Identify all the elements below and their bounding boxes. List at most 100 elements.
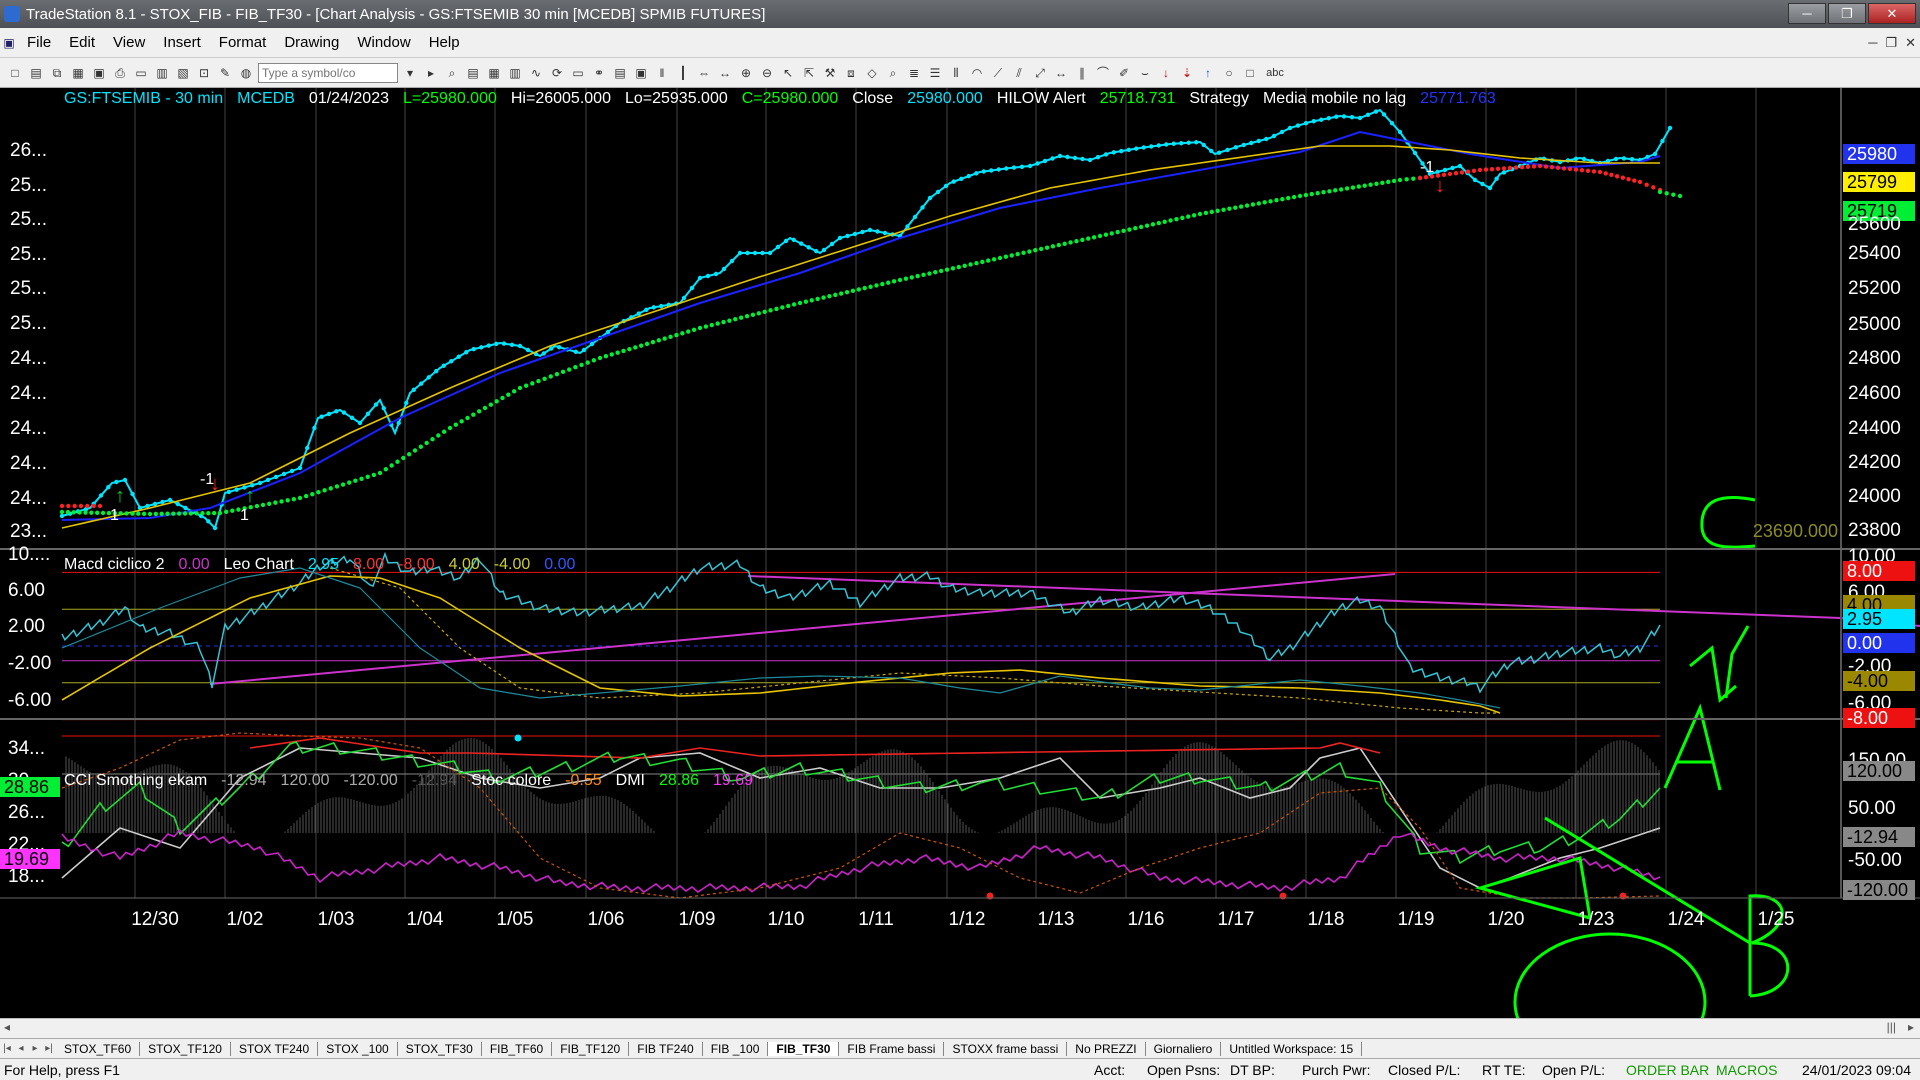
- menu-format[interactable]: Format: [218, 34, 267, 51]
- tab-last-icon[interactable]: ▸|: [45, 1043, 53, 1054]
- mdi-close-icon[interactable]: ✕: [1905, 34, 1916, 50]
- data-pointer-icon[interactable]: ⇱: [803, 65, 815, 80]
- minimize-button[interactable]: ─: [1788, 3, 1826, 24]
- scroll-right-icon[interactable]: ▸: [1907, 1020, 1914, 1034]
- lock-icon[interactable]: ⊡: [198, 65, 210, 80]
- workspace-tab[interactable]: STOX_TF60: [56, 1041, 141, 1056]
- trendline-icon[interactable]: ⟋: [993, 65, 1003, 80]
- arc-icon[interactable]: ◠: [971, 65, 983, 80]
- zoom-in-icon[interactable]: ⊕: [740, 65, 752, 80]
- zoom-out-icon[interactable]: ⊖: [761, 65, 773, 80]
- menu-edit[interactable]: Edit: [69, 34, 96, 51]
- ray-icon[interactable]: ⤢: [1035, 65, 1045, 80]
- horizontal-line-icon[interactable]: ↔: [1055, 65, 1067, 80]
- shapes-icon[interactable]: ◇: [867, 65, 877, 80]
- channel-icon[interactable]: ⫽: [1016, 65, 1022, 80]
- rectangle-icon[interactable]: □: [1246, 65, 1254, 80]
- menu-help[interactable]: Help: [428, 34, 460, 51]
- refresh-icon[interactable]: ⟳: [551, 65, 563, 80]
- macros-button[interactable]: MACROS: [1716, 1061, 1778, 1078]
- dropdown-arrow-icon[interactable]: ▾: [406, 65, 414, 80]
- up-arrow-icon[interactable]: ↑: [1205, 65, 1211, 80]
- workspace-tab[interactable]: Untitled Workspace: 15: [1221, 1041, 1363, 1056]
- menu-window[interactable]: Window: [357, 34, 411, 51]
- workspace-tab[interactable]: STOX_TF120: [140, 1041, 231, 1056]
- find-icon[interactable]: ⌕: [448, 65, 456, 80]
- order-bar-button[interactable]: ORDER BAR: [1626, 1061, 1710, 1078]
- close-button[interactable]: ✕: [1868, 3, 1916, 24]
- workspace-tab[interactable]: FIB_TF120: [552, 1041, 630, 1056]
- chart-area[interactable]: 12/30 1/02 1/03 1/04 1/05 1/06 1/09 1/10 1/11 1/1…: [0, 88, 1920, 1018]
- workspace-tab[interactable]: STOXX frame bassi: [944, 1041, 1068, 1056]
- workspace-tab[interactable]: FIB Frame bassi: [839, 1041, 945, 1056]
- pen-icon[interactable]: ✐: [1118, 65, 1130, 80]
- print-icon[interactable]: ⎙: [115, 65, 125, 80]
- menu-file[interactable]: File: [27, 34, 52, 51]
- magnifier-icon[interactable]: ⌕: [889, 65, 897, 80]
- fib-lines-icon[interactable]: ≣: [908, 65, 920, 80]
- paste-icon[interactable]: ▦: [72, 65, 84, 80]
- menu-view[interactable]: View: [113, 34, 146, 51]
- menu-drawing[interactable]: Drawing: [284, 34, 340, 51]
- price-dot: [1065, 154, 1070, 160]
- workspace-tab[interactable]: FIB_TF60: [482, 1041, 553, 1056]
- mdi-restore-icon[interactable]: ❐: [1885, 34, 1898, 50]
- link-icon[interactable]: ⚭: [593, 65, 605, 80]
- scroll-left-icon[interactable]: ◂: [4, 1020, 11, 1034]
- go-arrow-icon[interactable]: ▸: [427, 65, 435, 80]
- workspace-tab[interactable]: FIB_TF30: [768, 1041, 840, 1056]
- tab-prev-icon[interactable]: ◂: [18, 1043, 24, 1054]
- workspace-tab[interactable]: STOX TF240: [231, 1041, 319, 1056]
- print-preview-icon[interactable]: ▭: [135, 65, 147, 80]
- window-tile-icon[interactable]: ⧈: [847, 65, 855, 80]
- fan-icon[interactable]: ⌒: [1096, 65, 1109, 80]
- price-dot: [912, 214, 918, 220]
- wave-icon[interactable]: ∿: [530, 65, 542, 80]
- workspace-tab[interactable]: STOX_TF30: [398, 1041, 482, 1056]
- book-icon[interactable]: ▤: [614, 65, 626, 80]
- open-icon[interactable]: ▤: [30, 65, 42, 80]
- pointer-icon[interactable]: ↖: [782, 65, 794, 80]
- hammer-icon[interactable]: ⚒: [824, 65, 836, 80]
- globe-icon[interactable]: ◍: [240, 65, 252, 80]
- copy-icon[interactable]: ⧉: [52, 65, 62, 80]
- maximize-button[interactable]: ❐: [1828, 3, 1866, 24]
- green-dot: [106, 510, 112, 516]
- scroll-thumb-icon[interactable]: |||: [1886, 1020, 1896, 1034]
- indicator-icon[interactable]: ▣: [635, 65, 647, 80]
- chart-doc-icon[interactable]: ▣: [3, 35, 15, 50]
- parallel-lines-icon[interactable]: ∥: [1079, 65, 1085, 80]
- vlines-icon[interactable]: ⦀: [953, 65, 959, 80]
- new-icon[interactable]: □: [11, 65, 19, 80]
- mdi-minimize-icon[interactable]: ─: [1868, 34, 1878, 50]
- chart-icon[interactable]: ▥: [156, 65, 168, 80]
- grid-icon[interactable]: ▦: [488, 65, 500, 80]
- quote-icon[interactable]: ▧: [177, 65, 189, 80]
- horizontal-scrollbar[interactable]: ◂ ||| ▸: [0, 1018, 1920, 1038]
- chart-canvas[interactable]: 12/30 1/02 1/03 1/04 1/05 1/06 1/09 1/10 1/11 1/1…: [0, 88, 1920, 1018]
- table-icon[interactable]: ▥: [509, 65, 521, 80]
- sell-arrow-icon[interactable]: ↓: [1163, 65, 1169, 80]
- curve-icon[interactable]: ⌣: [1141, 65, 1149, 80]
- save-icon[interactable]: ▣: [93, 65, 105, 80]
- down-arrow-icon[interactable]: ⇣: [1181, 65, 1193, 80]
- workspace-tab[interactable]: No PREZZI: [1067, 1041, 1146, 1056]
- menu-insert[interactable]: Insert: [163, 34, 201, 51]
- bar-chart-icon[interactable]: ▤: [467, 65, 479, 80]
- tab-first-icon[interactable]: |◂: [3, 1043, 11, 1054]
- workspace-tab[interactable]: FIB _100: [703, 1041, 769, 1056]
- workspace-tab[interactable]: Giornaliero: [1146, 1041, 1222, 1056]
- hlines-icon[interactable]: ☰: [929, 65, 941, 80]
- tab-next-icon[interactable]: ▸: [32, 1043, 38, 1054]
- workspace-tab[interactable]: STOX _100: [318, 1041, 398, 1056]
- ellipse-icon[interactable]: ○: [1225, 65, 1233, 80]
- compress-icon[interactable]: ⇔: [698, 65, 710, 80]
- text-tool-icon[interactable]: abc: [1266, 66, 1284, 79]
- bars-icon[interactable]: ┃: [679, 65, 687, 80]
- workspace-tab[interactable]: FIB TF240: [629, 1041, 703, 1056]
- symbol-input[interactable]: [258, 62, 398, 83]
- window-icon[interactable]: ▭: [572, 65, 584, 80]
- tools-icon[interactable]: ✎: [219, 65, 231, 80]
- candles-icon[interactable]: ‖: [659, 65, 665, 80]
- expand-icon[interactable]: ↔: [719, 65, 731, 80]
